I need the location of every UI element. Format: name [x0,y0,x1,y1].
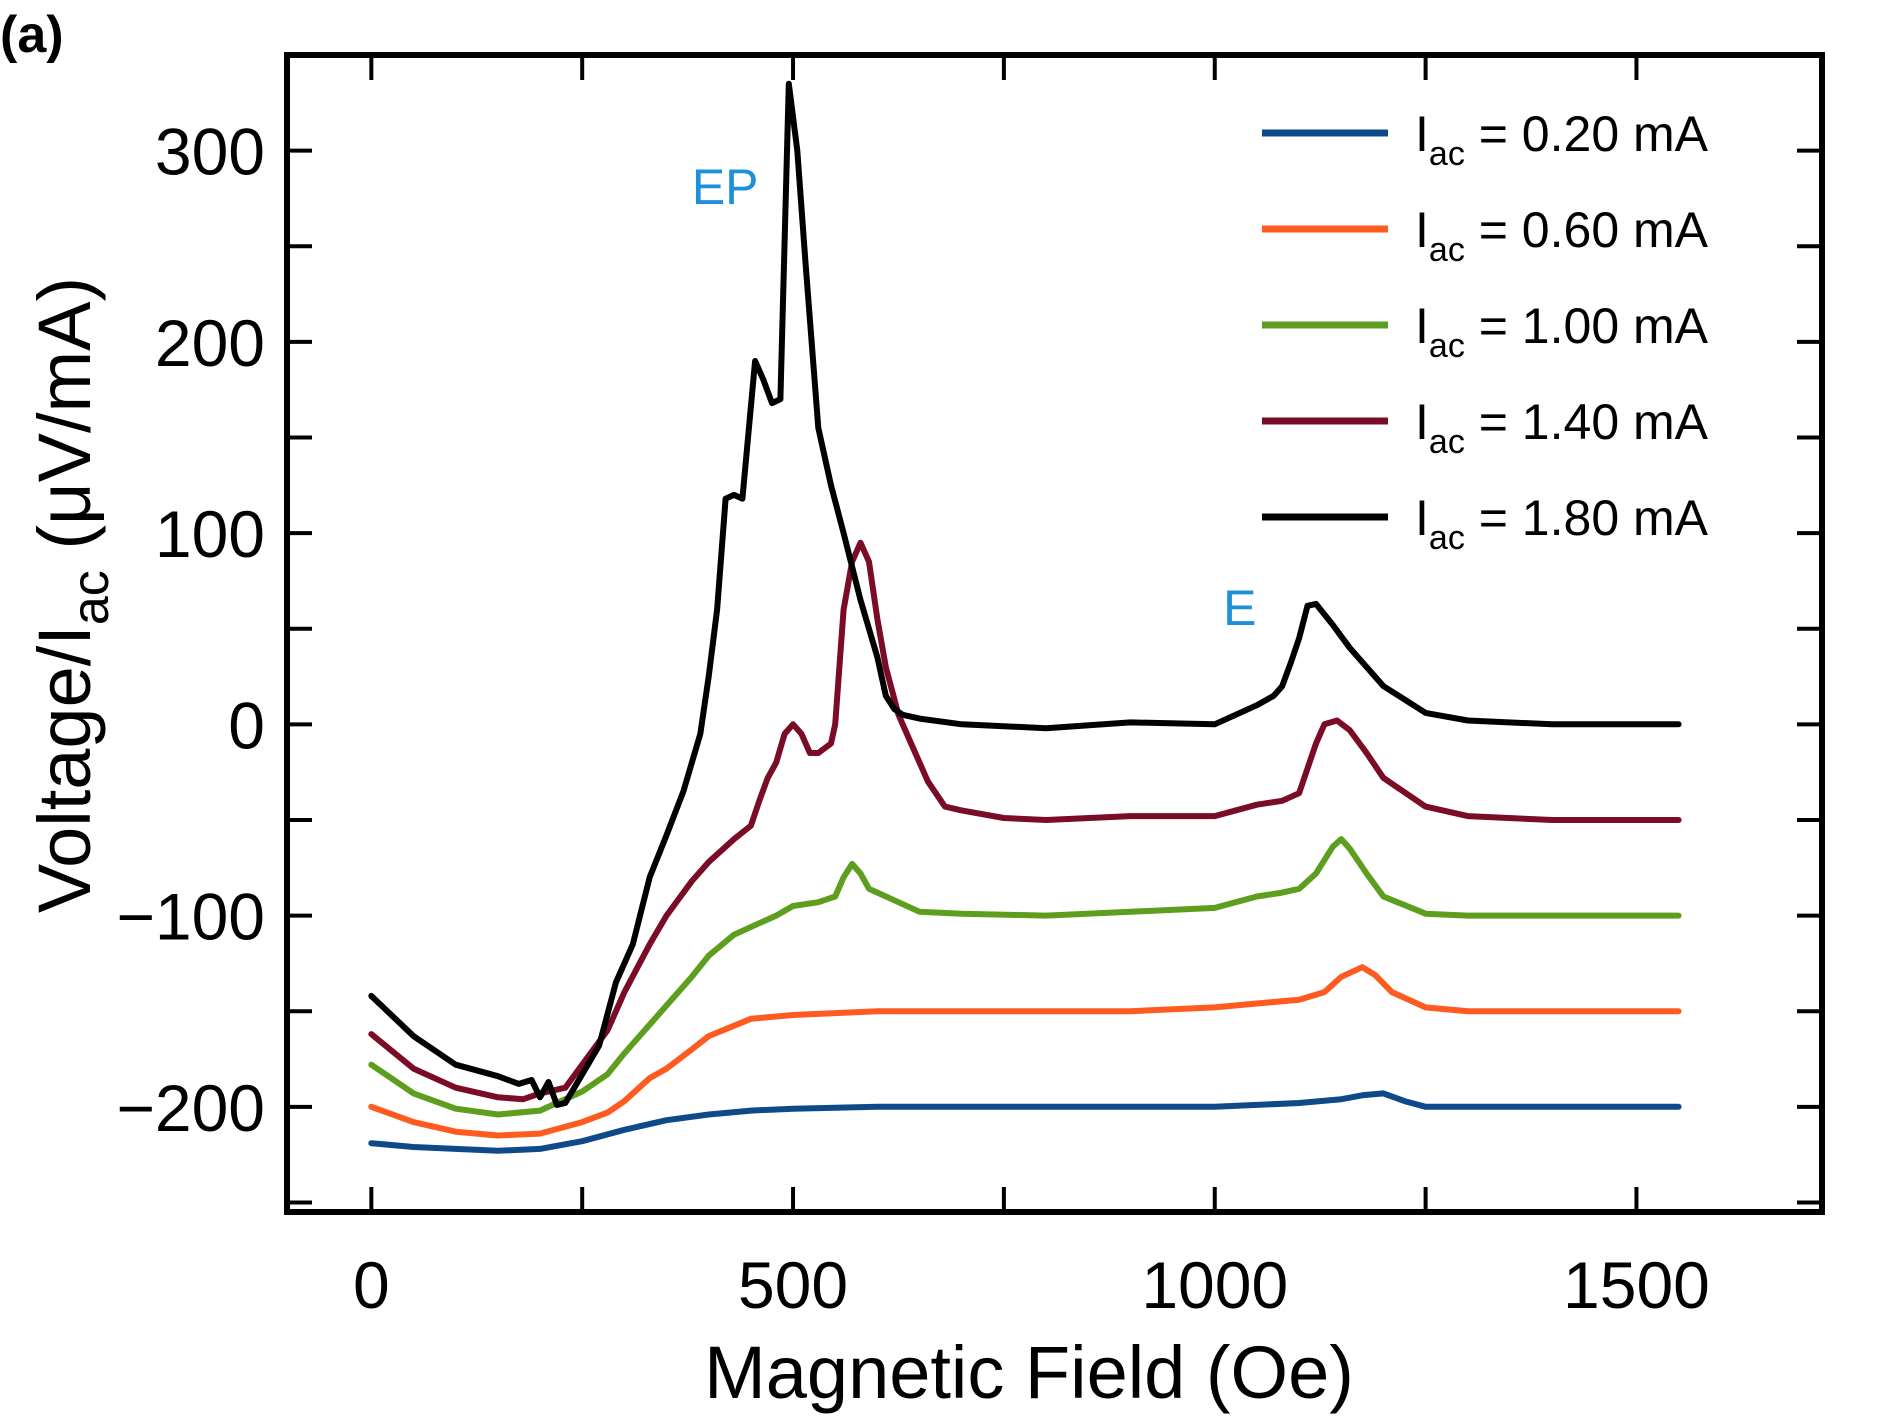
legend-label-prefix: I [1415,106,1429,162]
x-tick-label-1: 500 [738,1248,848,1322]
legend-label-4: Iac = 1.80 mA [1415,490,1709,557]
legend-label-sub: ac [1429,135,1465,173]
y-tick-label-0: −200 [116,1071,265,1145]
y-tick-label-2: 0 [228,688,265,762]
series-line-2 [368,836,1682,1118]
series-line-1 [368,964,1682,1139]
legend-label-1: Iac = 0.60 mA [1415,202,1709,269]
legend-label-3: Iac = 1.40 mA [1415,394,1709,461]
legend-label-value: = 1.40 mA [1465,394,1709,450]
series-line-0 [368,1090,1682,1154]
y-axis-title-main: Voltage/I [23,625,106,913]
legend-label-sub: ac [1429,327,1465,365]
y-tick-label-1: −100 [116,880,265,954]
y-tick-labels: −200 −100 0 100 200 300 [116,115,265,1145]
legend-label-sub: ac [1429,423,1465,461]
x-axis-title: Magnetic Field (Oe) [704,1331,1354,1414]
y-tick-label-3: 100 [155,497,265,571]
series-line-4 [368,80,1682,1108]
plot-area-frame [284,52,1825,1215]
legend-label-sub: ac [1429,231,1465,269]
series-layer [368,80,1682,1154]
y-tick-label-4: 200 [155,306,265,380]
annotation-ep: EP [692,159,759,215]
legend-label-0: Iac = 0.20 mA [1415,106,1709,173]
legend-label-value: = 1.00 mA [1465,298,1709,354]
series-line-3 [368,539,1682,1103]
x-tick-label-3: 1500 [1563,1248,1710,1322]
y-axis-title-unit: (μV/mA) [23,277,106,570]
x-tick-labels: 0 500 1000 1500 [353,1248,1710,1322]
x-tick-label-0: 0 [353,1248,390,1322]
legend-label-prefix: I [1415,298,1429,354]
legend-label-value: = 0.60 mA [1465,202,1709,258]
legend-label-prefix: I [1415,394,1429,450]
legend-label-prefix: I [1415,490,1429,546]
panel-label: (a) [0,6,64,64]
legend-label-value: = 1.80 mA [1465,490,1709,546]
legend-label-prefix: I [1415,202,1429,258]
legend-label-value: = 0.20 mA [1465,106,1709,162]
legend-label-sub: ac [1429,519,1465,557]
tick-layer [287,55,1822,1212]
annotation-e: E [1223,580,1256,636]
legend-label-2: Iac = 1.00 mA [1415,298,1709,365]
x-tick-label-2: 1000 [1141,1248,1288,1322]
y-axis-title: Voltage/Iac (μV/mA) [23,277,120,913]
y-axis-title-sub: ac [62,570,120,625]
y-tick-label-5: 300 [155,115,265,189]
